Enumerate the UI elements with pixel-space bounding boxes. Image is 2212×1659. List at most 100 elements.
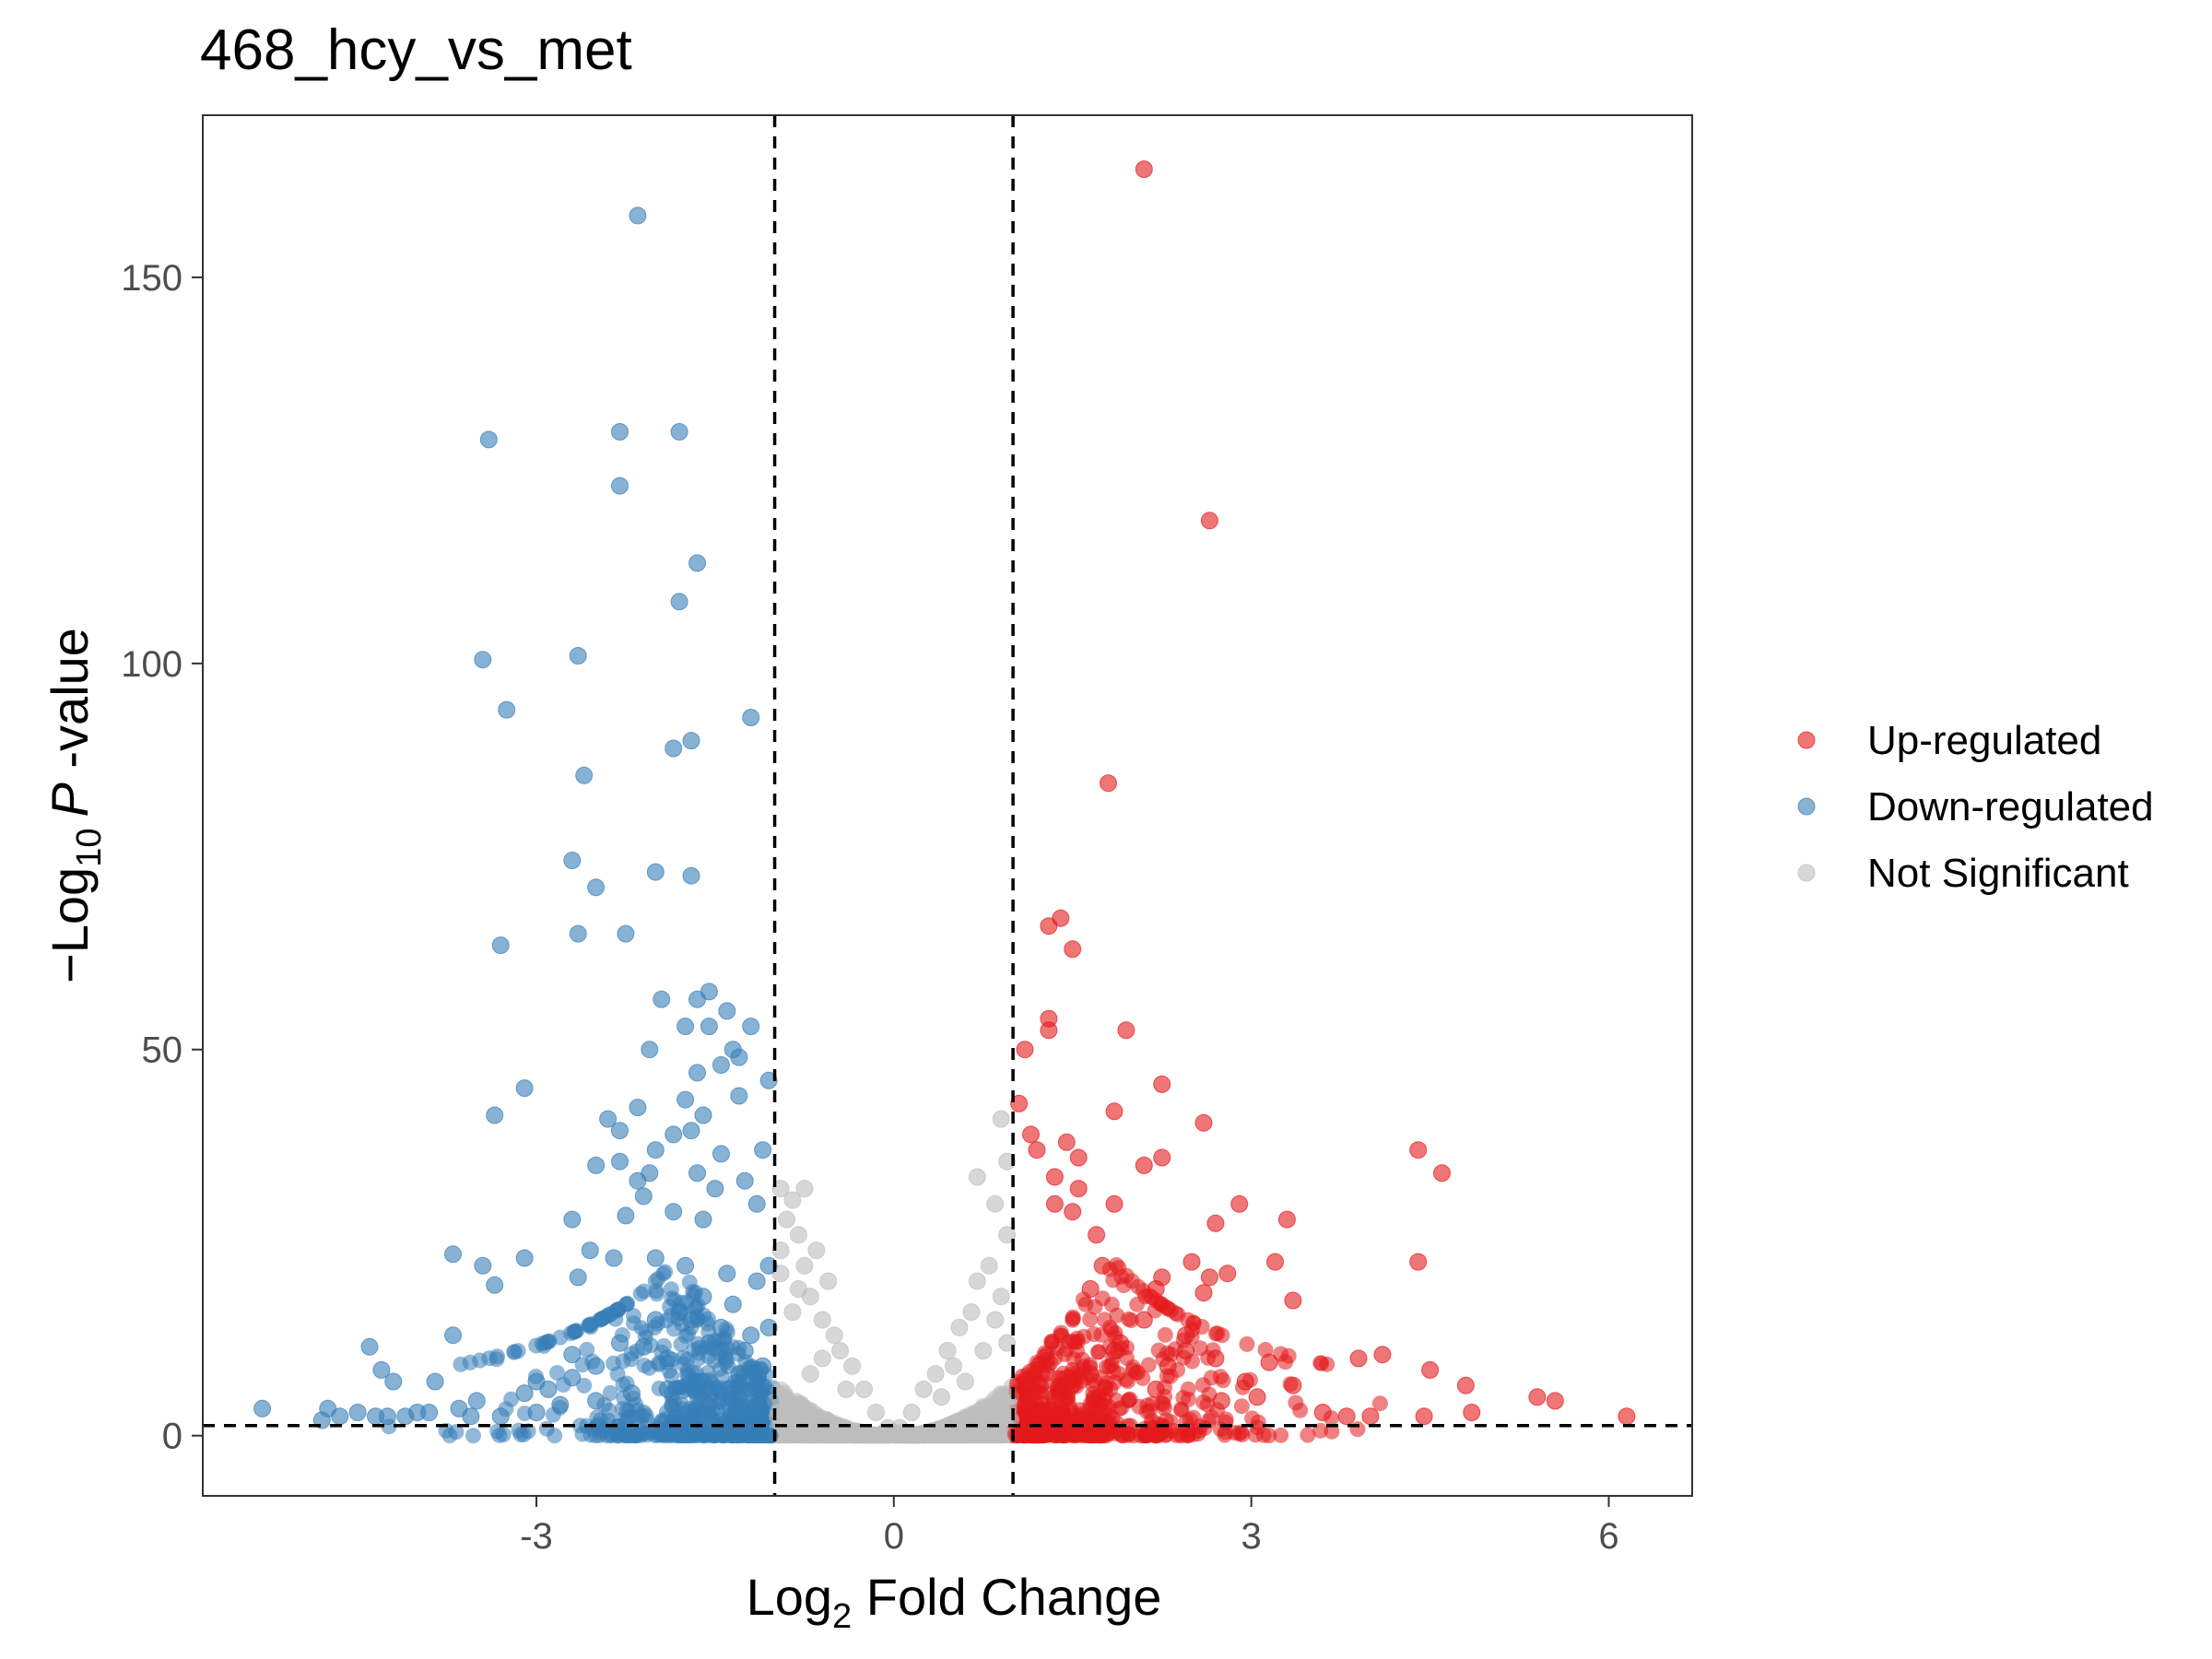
- background-point: [935, 1426, 951, 1442]
- background-point: [1227, 1425, 1243, 1441]
- background-point: [506, 1344, 523, 1360]
- background-point: [1040, 1366, 1056, 1382]
- x-axis-label-subscript: 2: [832, 1597, 852, 1636]
- ns-point: [945, 1357, 962, 1375]
- x-axis-label: Log2 Fold Change: [747, 1568, 1162, 1636]
- ns-point: [902, 1404, 921, 1421]
- down-point: [629, 1171, 647, 1190]
- x-tick-label: -3: [520, 1516, 553, 1557]
- background-point: [1078, 1416, 1095, 1432]
- background-point: [1090, 1344, 1107, 1360]
- ns-point: [878, 1418, 897, 1437]
- background-point: [623, 1346, 640, 1362]
- background-point: [1036, 1348, 1052, 1365]
- background-point: [1261, 1428, 1277, 1444]
- up-point: [1064, 1203, 1082, 1221]
- down-point: [569, 1268, 587, 1287]
- down-point: [688, 1064, 706, 1082]
- background-point: [1180, 1381, 1196, 1397]
- background-point: [491, 1427, 508, 1443]
- ns-point: [998, 1152, 1017, 1171]
- up-point: [1230, 1194, 1249, 1213]
- background-point: [1053, 1324, 1069, 1341]
- down-point: [611, 477, 629, 495]
- background-point: [549, 1365, 565, 1381]
- background-point: [1129, 1296, 1146, 1312]
- up-point: [1200, 512, 1218, 530]
- up-point: [1200, 1268, 1218, 1287]
- background-point: [1247, 1427, 1264, 1443]
- background-point: [576, 1377, 593, 1394]
- background-point: [1288, 1394, 1304, 1411]
- down-point: [700, 1334, 718, 1352]
- up-point: [1177, 1326, 1195, 1345]
- down-point: [426, 1372, 444, 1391]
- background-point: [1111, 1260, 1127, 1276]
- background-point: [619, 1428, 636, 1444]
- down-point: [563, 852, 582, 869]
- background-point: [1155, 1396, 1171, 1413]
- down-point: [599, 1110, 618, 1128]
- background-point: [601, 1306, 618, 1323]
- ns-point: [974, 1342, 993, 1359]
- background-point: [639, 1427, 655, 1443]
- ns-point: [914, 1380, 933, 1398]
- background-point: [664, 1368, 680, 1384]
- x-tick-label: 0: [884, 1516, 904, 1557]
- background-point: [1120, 1373, 1136, 1390]
- down-point: [677, 1090, 695, 1109]
- background-point: [1045, 1394, 1062, 1410]
- down-point: [611, 423, 629, 441]
- ns-point: [783, 1303, 802, 1322]
- legend-label-ns: Not Significant: [1867, 851, 2129, 896]
- y-axis-label: −Log10P -value: [41, 628, 109, 983]
- up-point: [1618, 1407, 1636, 1426]
- ns-point: [807, 1241, 826, 1260]
- ns-point: [837, 1380, 855, 1398]
- down-point: [575, 766, 594, 784]
- background-point: [794, 1428, 811, 1444]
- background-point: [688, 1399, 704, 1416]
- up-point: [1105, 1342, 1124, 1359]
- down-point: [735, 1342, 754, 1359]
- background-point: [1082, 1312, 1099, 1327]
- background-point: [1067, 1335, 1084, 1351]
- background-point: [865, 1427, 881, 1443]
- background-point: [587, 1428, 604, 1444]
- ns-point: [980, 1256, 998, 1275]
- down-point: [486, 1106, 504, 1124]
- background-point: [632, 1286, 649, 1302]
- background-point: [638, 1324, 654, 1340]
- background-point-cloud: [381, 1257, 1388, 1444]
- background-point: [723, 1389, 739, 1406]
- down-point: [730, 1087, 748, 1105]
- down-point: [605, 1249, 623, 1267]
- background-point: [1064, 1379, 1080, 1395]
- background-point: [626, 1315, 641, 1332]
- up-point: [1100, 774, 1117, 793]
- down-point: [670, 593, 688, 611]
- down-point: [677, 1018, 695, 1036]
- down-point: [759, 1318, 778, 1336]
- down-point: [759, 1071, 778, 1089]
- background-point: [1018, 1389, 1035, 1405]
- background-point: [1215, 1372, 1231, 1389]
- up-point: [1313, 1404, 1332, 1421]
- background-point: [1038, 1423, 1054, 1440]
- background-point: [726, 1406, 743, 1423]
- background-point: [681, 1428, 698, 1444]
- down-point: [694, 1210, 712, 1229]
- background-point: [1209, 1325, 1226, 1342]
- background-point: [581, 1317, 597, 1334]
- background-point: [1349, 1421, 1366, 1438]
- down-point: [634, 1337, 653, 1356]
- down-point: [634, 1187, 653, 1206]
- background-point: [592, 1412, 608, 1429]
- background-point: [622, 1409, 639, 1425]
- down-point: [498, 700, 516, 719]
- down-point: [724, 1295, 742, 1313]
- background-point: [618, 1296, 634, 1312]
- background-point: [609, 1366, 626, 1382]
- down-point: [646, 1311, 665, 1329]
